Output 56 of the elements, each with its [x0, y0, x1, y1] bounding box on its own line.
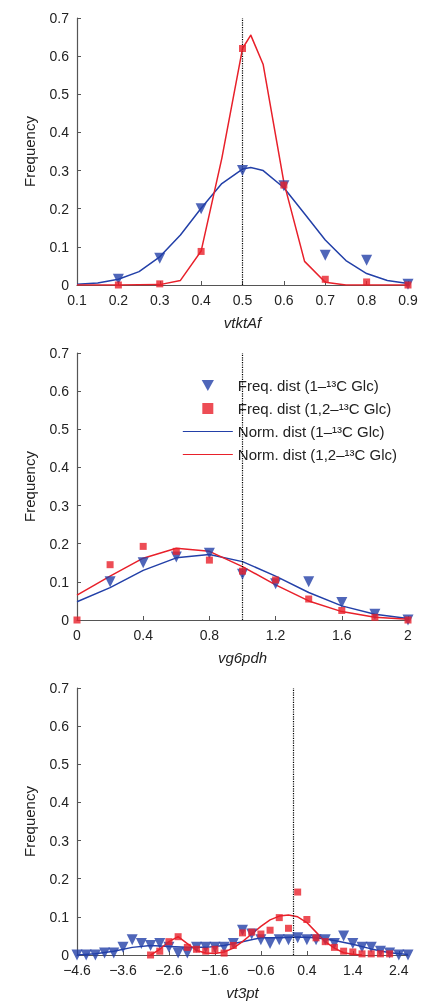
legend-label: Freq. dist (1–¹³C Glc)	[237, 377, 379, 394]
legend-label: Norm. dist (1,2–¹³C Glc)	[237, 446, 397, 463]
x-tick-label: 0	[73, 627, 82, 643]
x-tick-label: 0.4	[297, 962, 317, 978]
x-axis-title: vt3pt	[226, 984, 260, 1001]
y-tick-label: 0.2	[49, 200, 70, 217]
legend-label: Freq. dist (1,2–¹³C Glc)	[237, 400, 392, 417]
x-tick-label: 0.8	[199, 627, 220, 643]
y-tick-label: 0.6	[49, 383, 70, 400]
x-tick-label: 0.8	[356, 292, 377, 308]
x-tick-label: 1.6	[332, 627, 352, 643]
y-tick-label: 0.1	[49, 908, 70, 925]
y-tick-label: 0.3	[49, 497, 70, 514]
y-tick-label: 0.6	[49, 718, 70, 735]
y-tick-label: 0.1	[49, 238, 70, 255]
y-tick-label: 0	[61, 612, 70, 628]
x-tick-label: 2.4	[389, 962, 409, 978]
y-tick-label: 0.5	[49, 756, 70, 773]
y-tick-label: 0.3	[49, 832, 70, 849]
x-tick-label: −1.6	[201, 962, 229, 978]
x-tick-label: 0.6	[274, 292, 294, 308]
x-axis-title: vg6pdh	[217, 649, 268, 666]
x-tick-label: −2.6	[155, 962, 183, 978]
y-tick-label: 0.1	[49, 573, 70, 590]
x-tick-label: 0.4	[191, 292, 212, 308]
y-tick-label: 0.6	[49, 48, 70, 65]
y-tick-label: 0.4	[49, 459, 70, 476]
y-tick-label: 0.5	[49, 86, 70, 103]
y-tick-label: 0	[61, 277, 70, 293]
y-tick-label: 0.5	[49, 421, 70, 438]
y-tick-label: 0.2	[49, 870, 70, 887]
x-tick-label: 0.2	[108, 292, 129, 308]
x-tick-label: 0.4	[133, 627, 154, 643]
x-tick-label: 2	[404, 627, 413, 643]
x-tick-label: 0.5	[232, 292, 253, 308]
y-tick-label: 0.7	[49, 680, 70, 696]
x-tick-label: 0.7	[315, 292, 336, 308]
y-tick-label: 0.4	[49, 124, 70, 141]
x-tick-label: −4.6	[63, 962, 92, 978]
y-tick-label: 0.7	[49, 10, 70, 26]
legend-label: Norm. dist (1–¹³C Glc)	[237, 423, 385, 440]
x-tick-label: 0.3	[150, 292, 170, 308]
y-tick-label: 0.2	[49, 535, 70, 552]
x-tick-label: 1.2	[265, 627, 286, 643]
x-tick-label: −3.6	[109, 962, 137, 978]
x-tick-label: 1.4	[343, 962, 363, 978]
x-axis-title: vtktAf	[223, 314, 264, 331]
y-axis-title: Frequency	[21, 450, 38, 522]
y-tick-label: 0.3	[49, 162, 70, 179]
y-tick-label: 0.7	[49, 345, 70, 361]
x-tick-label: −0.6	[247, 962, 275, 978]
y-tick-label: 0.4	[49, 794, 70, 811]
y-axis-title: Frequency	[21, 115, 38, 187]
y-axis-title: Frequency	[21, 785, 38, 857]
x-tick-label: 0.9	[398, 292, 418, 308]
y-tick-label: 0	[61, 947, 70, 963]
